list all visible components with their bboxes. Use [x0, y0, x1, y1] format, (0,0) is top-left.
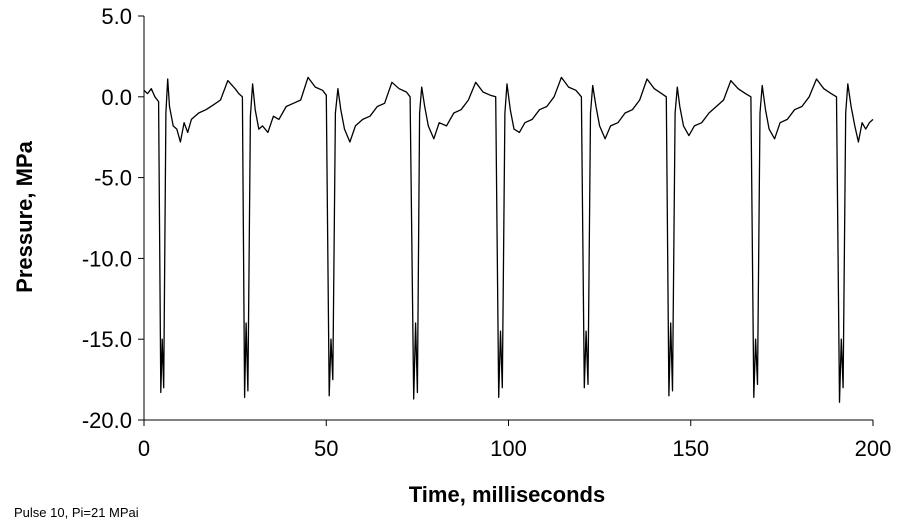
- x-tick-label: 150: [672, 436, 709, 461]
- y-axis-title: Pressure, MPa: [12, 140, 37, 292]
- y-tick-label: 5.0: [101, 4, 132, 29]
- x-axis-tick-labels: 0 50 100 150 200: [138, 436, 891, 461]
- y-tick-label: -20.0: [82, 408, 132, 433]
- x-tick-label: 100: [490, 436, 527, 461]
- y-tick-label: 0.0: [101, 85, 132, 110]
- y-tick-label: -15.0: [82, 327, 132, 352]
- y-axis-tick-labels: 5.0 0.0 -5.0 -10.0 -15.0 -20.0: [82, 4, 132, 433]
- x-tick-label: 50: [314, 436, 338, 461]
- pressure-series-line: [143, 76, 874, 403]
- x-tick-label: 200: [855, 436, 892, 461]
- y-tick-label: -5.0: [94, 166, 132, 191]
- x-axis-ticks: [143, 420, 874, 426]
- x-tick-label: 0: [138, 436, 150, 461]
- y-axis-ticks: [138, 15, 144, 421]
- y-tick-label: -10.0: [82, 246, 132, 271]
- chart-footnote: Pulse 10, Pi=21 MPai: [14, 505, 139, 520]
- x-axis-title: Time, milliseconds: [409, 482, 605, 507]
